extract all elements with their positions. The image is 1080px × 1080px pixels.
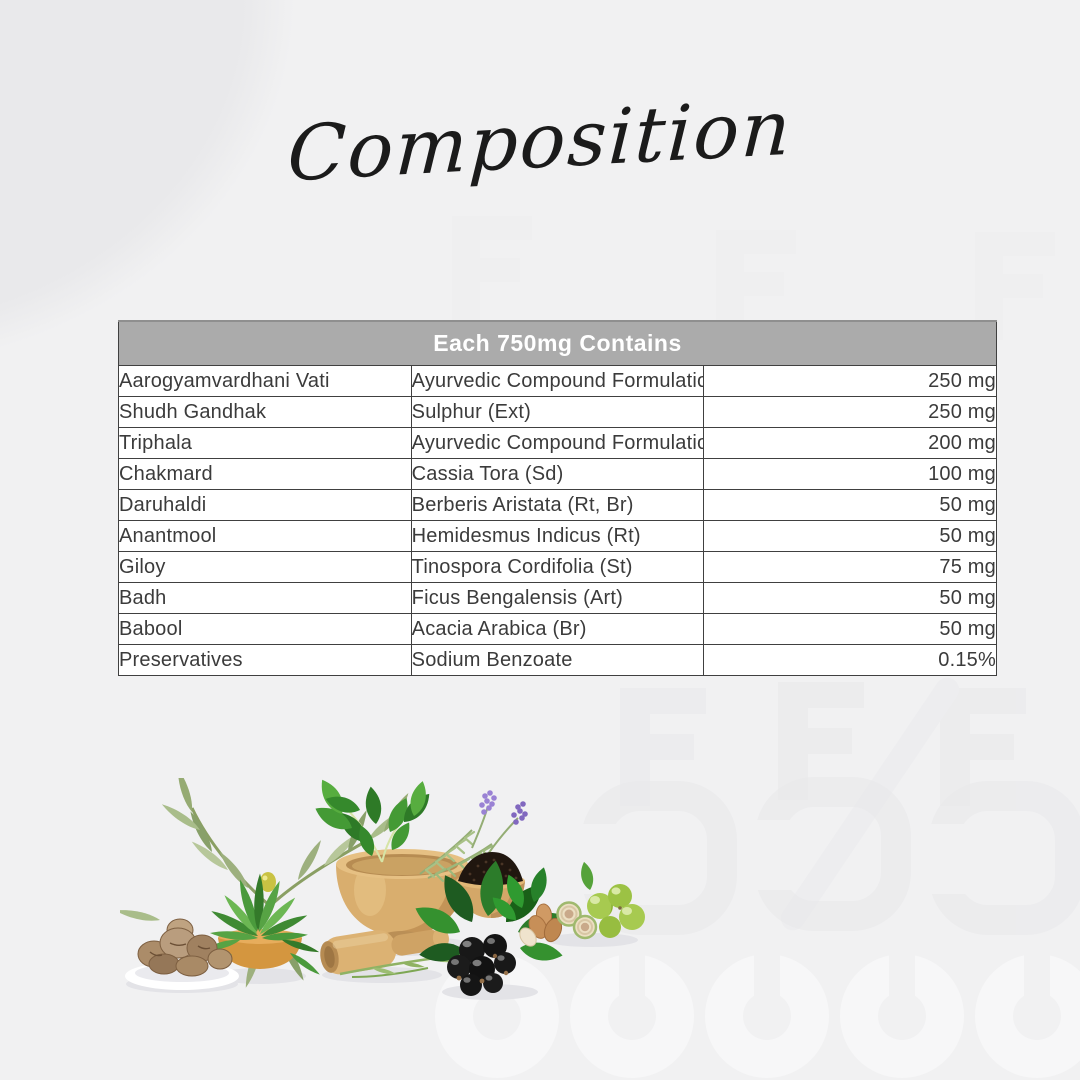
ingredient-amount-cell: 200 mg [703,427,997,459]
table-row: Giloy Tinospora Cordifolia (St) 75 mg [118,551,997,583]
table-row: Anantmool Hemidesmus Indicus (Rt) 50 mg [118,520,997,552]
ingredient-amount-cell: 50 mg [703,613,997,645]
cut-nut-halves [556,901,598,940]
table-header: Each 750mg Contains [118,320,997,366]
ingredient-description-cell: Sulphur (Ext) [410,396,705,428]
ingredient-name-cell: Babool [118,613,412,645]
ingredient-name-cell: Badh [118,582,412,614]
ingredient-description-cell: Hemidesmus Indicus (Rt) [410,520,705,552]
ingredient-description-cell: Tinospora Cordifolia (St) [410,551,705,583]
ingredient-amount-cell: 100 mg [703,458,997,490]
green-fruits [578,860,645,938]
ingredient-amount-cell: 50 mg [703,520,997,552]
ingredient-name-cell: Shudh Gandhak [118,396,412,428]
ingredient-name-cell: Giloy [118,551,412,583]
dried-roots-plate [125,918,239,990]
almonds [488,865,563,947]
table-header-row: Each 750mg Contains [118,320,997,366]
table-row: Daruhaldi Berberis Aristata (Rt, Br) 50 … [118,489,997,521]
ingredient-description-cell: Sodium Benzoate [410,644,705,676]
table-row: Shudh Gandhak Sulphur (Ext) 250 mg [118,396,997,428]
ingredient-name-cell: Chakmard [118,458,412,490]
ingredient-description-cell: Cassia Tora (Sd) [410,458,705,490]
neem-leaves [311,778,435,863]
table-row: Triphala Ayurvedic Compound Formulation … [118,427,997,459]
blackcurrant-berries [410,859,567,996]
table-row: Chakmard Cassia Tora (Sd) 100 mg [118,458,997,490]
ingredient-amount-cell: 50 mg [703,582,997,614]
ingredient-amount-cell: 250 mg [703,396,997,428]
ingredient-description-cell: Ayurvedic Compound Formulation (AFI) [410,427,705,459]
table-row: Badh Ficus Bengalensis (Art) 50 mg [118,582,997,614]
table-row: Aarogyamvardhani Vati Ayurvedic Compound… [118,365,997,397]
ingredient-description-cell: Ficus Bengalensis (Art) [410,582,705,614]
ingredient-amount-cell: 75 mg [703,551,997,583]
herb-bush-bowl [201,873,322,980]
ingredient-name-cell: Triphala [118,427,412,459]
ingredient-description-cell: Acacia Arabica (Br) [410,613,705,645]
ingredient-amount-cell: 250 mg [703,365,997,397]
ingredient-name-cell: Anantmool [118,520,412,552]
lavender-flowers [471,790,528,855]
table-row: Babool Acacia Arabica (Br) 50 mg [118,613,997,645]
ingredient-name-cell: Daruhaldi [118,489,412,521]
ingredient-amount-cell: 50 mg [703,489,997,521]
ingredient-amount-cell: 0.15% [703,644,997,676]
ingredient-name-cell: Preservatives [118,644,412,676]
ingredient-description-cell: Berberis Aristata (Rt, Br) [410,489,705,521]
ingredient-description-cell: Ayurvedic Compound Formulation (AFI) [410,365,705,397]
ingredient-name-cell: Aarogyamvardhani Vati [118,365,412,397]
ayurvedic-herbs-illustration [120,778,645,1000]
table-row: Preservatives Sodium Benzoate 0.15% [118,644,997,676]
composition-table: Each 750mg Contains Aarogyamvardhani Vat… [118,320,997,676]
